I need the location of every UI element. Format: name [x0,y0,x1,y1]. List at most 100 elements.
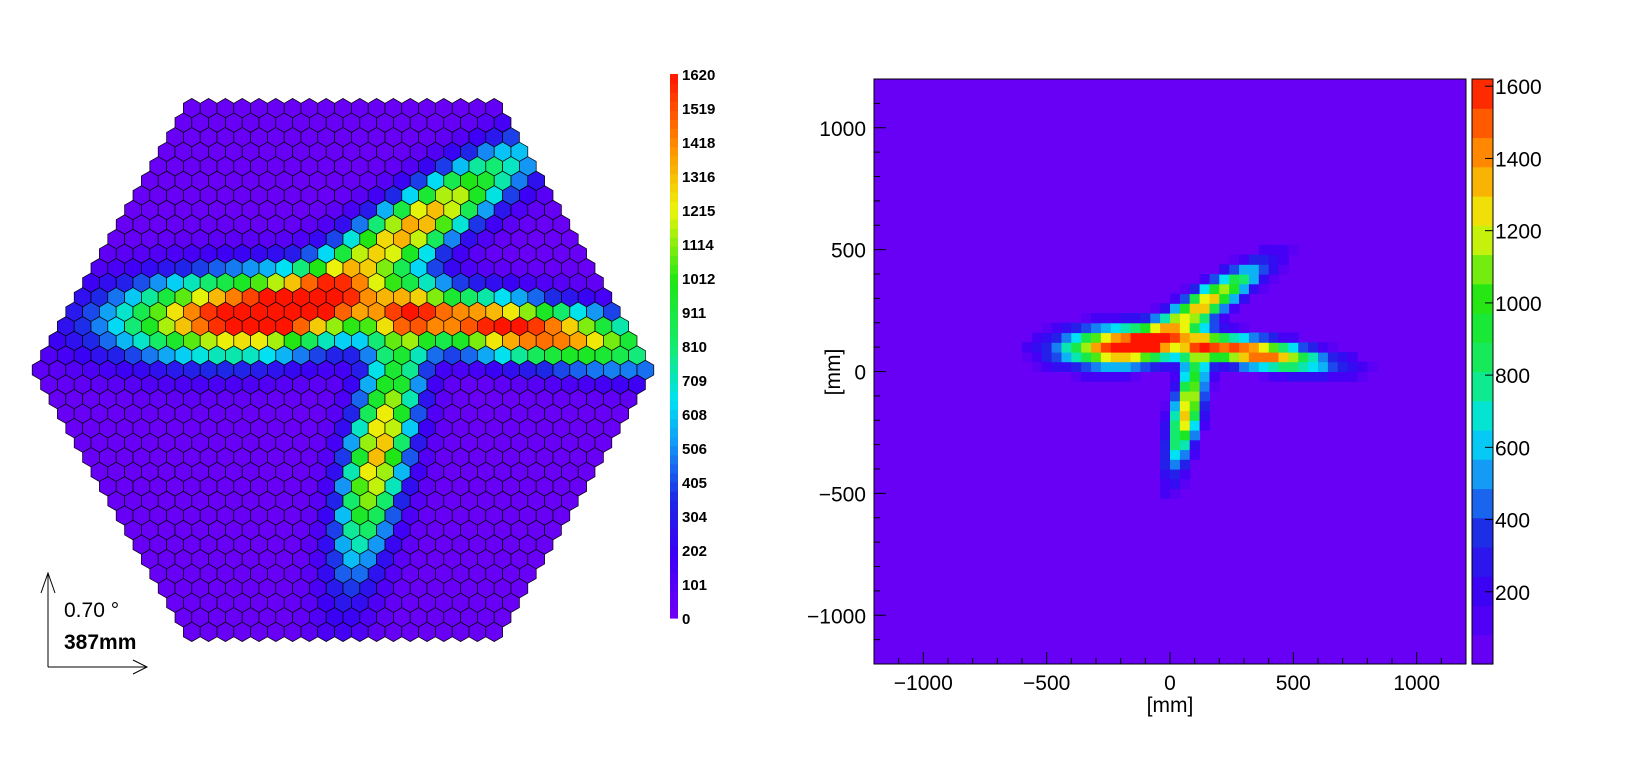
histogram-bin [1170,313,1181,324]
histogram-bin [1022,342,1033,353]
colorbar-segment [670,74,678,84]
histogram-bin [1081,352,1092,363]
colorbar-tick-label: 1012 [682,271,715,288]
colorbar-segment [670,264,678,275]
histogram-bin [1248,254,1260,265]
histogram-bin [1061,332,1072,343]
histogram-bin [1179,420,1191,431]
histogram-bin [1327,361,1339,372]
histogram-bin [1209,361,1220,372]
histogram-bin [1041,342,1053,353]
histogram-bin [1170,381,1181,392]
colorbar-segment [670,318,678,329]
histogram-bin [1189,303,1201,314]
colorbar-tick-label: 800 [1495,365,1530,388]
camera-pixel [485,621,503,643]
histogram-bin [1209,352,1220,363]
colorbar-tick-label: 709 [682,373,707,390]
colorbar-tick-label: 1519 [682,101,715,118]
histogram-bin [1179,361,1191,372]
colorbar-segment [670,527,678,537]
histogram-bin [1337,371,1349,382]
histogram-bin [1288,361,1299,372]
histogram-bin [1081,332,1092,343]
histogram-bin [1051,361,1062,372]
colorbar-segment [670,563,678,574]
histogram-bin [1189,313,1201,324]
histogram-bin [1179,322,1191,334]
histogram-bin [1239,254,1250,265]
histogram-bin [1327,342,1339,353]
histogram-bin [1179,283,1191,295]
histogram-bin [1170,410,1181,421]
histogram-bin [1199,410,1210,421]
histogram-bin [1179,313,1191,324]
histogram-bin [1061,361,1072,372]
histogram-bin [1209,303,1220,314]
histogram-bin [1288,352,1299,363]
histogram-bin [1268,274,1280,285]
histogram-bin [1308,352,1319,363]
histogram-bin [1258,332,1270,343]
histogram-bin [1160,400,1171,412]
histogram-bin [1258,274,1270,285]
histogram-bin [1179,332,1191,343]
histogram-bin [1170,420,1181,431]
histogram-bin [1100,361,1112,372]
colorbar-segment [670,291,678,302]
histogram-bin [1209,381,1220,392]
histogram-bin [1140,361,1151,372]
colorbar-segment [670,608,678,619]
x-tick-label: −500 [1023,672,1070,695]
histogram-bin [1229,303,1240,314]
histogram-colorbar: 1600 1400 1200 1000 800 600 400 200 [1471,76,1542,665]
histogram-bin [1248,352,1260,363]
colorbar-segment [670,373,678,383]
histogram-bin [1189,420,1201,431]
histogram-bin [1199,313,1210,324]
colorbar-tick-label: 200 [1495,582,1530,605]
histogram-bin [1150,313,1161,324]
histogram-bin [1308,371,1319,382]
scale-length-label: 387mm [64,631,136,654]
colorbar-segment [670,509,678,519]
colorbar-level [1472,108,1493,139]
histogram-bin [1150,303,1161,314]
histogram-bin [1179,391,1191,402]
colorbar-level [1472,459,1493,490]
colorbar-tick-label: 1400 [1495,148,1542,171]
histogram-bin [1268,342,1280,353]
histogram-bin [1278,361,1289,372]
histogram-bin [1071,332,1082,343]
histogram-bin [1120,322,1132,334]
histogram-bin [1179,293,1191,304]
histogram-bin [1100,352,1112,363]
histogram-bin [1209,274,1220,285]
histogram-bin [1091,313,1102,324]
histogram-bin [1051,352,1062,363]
histogram-bin [1100,342,1112,353]
colorbar-segment [670,92,678,102]
colorbar-level [1472,430,1493,460]
histogram-bin [1239,283,1250,295]
histogram-bin [1031,352,1043,363]
histogram-bin [1091,342,1102,353]
histogram-bin [1219,361,1230,372]
colorbar-tick-label: 810 [682,339,707,356]
histogram-bin [1120,332,1132,343]
histogram-bin [1150,322,1161,334]
colorbar-segment [670,210,678,220]
colorbar-segment [670,191,678,202]
histogram-bin [1051,342,1062,353]
colorbar-tick-label: 506 [682,441,707,458]
colorbar-segment [670,536,678,547]
histogram-bin [1100,371,1112,382]
histogram-bin [1318,371,1329,382]
colorbar-level [1472,488,1493,519]
histogram-bin [1170,342,1181,353]
x-tick-label: 500 [1276,672,1311,695]
histogram-bin [1031,342,1043,353]
histogram-bin [1189,332,1201,343]
histogram-bin [1199,293,1210,304]
histogram-bin [1071,342,1082,353]
